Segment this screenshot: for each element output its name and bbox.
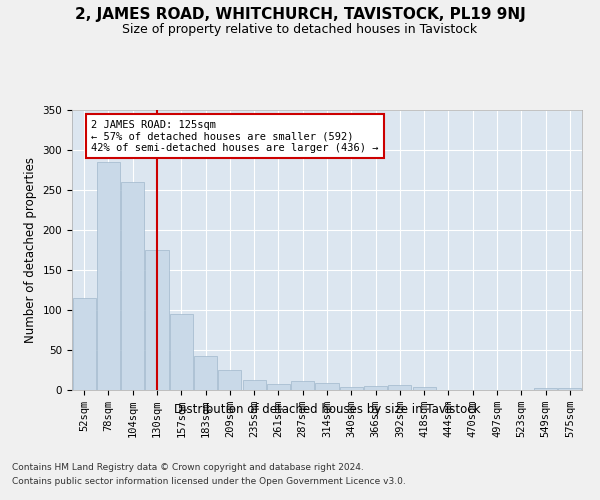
- Bar: [218, 370, 241, 390]
- Bar: [73, 298, 95, 390]
- Bar: [364, 386, 387, 390]
- Text: Contains public sector information licensed under the Open Government Licence v3: Contains public sector information licen…: [12, 478, 406, 486]
- Bar: [340, 387, 363, 390]
- Bar: [534, 388, 557, 390]
- Bar: [291, 381, 314, 390]
- Bar: [413, 387, 436, 390]
- Y-axis label: Number of detached properties: Number of detached properties: [24, 157, 37, 343]
- Text: Contains HM Land Registry data © Crown copyright and database right 2024.: Contains HM Land Registry data © Crown c…: [12, 462, 364, 471]
- Bar: [97, 162, 120, 390]
- Bar: [267, 384, 290, 390]
- Bar: [388, 385, 412, 390]
- Text: Size of property relative to detached houses in Tavistock: Size of property relative to detached ho…: [122, 22, 478, 36]
- Bar: [121, 182, 144, 390]
- Bar: [316, 383, 338, 390]
- Text: Distribution of detached houses by size in Tavistock: Distribution of detached houses by size …: [174, 402, 480, 415]
- Bar: [145, 250, 169, 390]
- Bar: [194, 356, 217, 390]
- Text: 2 JAMES ROAD: 125sqm
← 57% of detached houses are smaller (592)
42% of semi-deta: 2 JAMES ROAD: 125sqm ← 57% of detached h…: [91, 120, 379, 153]
- Bar: [170, 314, 193, 390]
- Text: 2, JAMES ROAD, WHITCHURCH, TAVISTOCK, PL19 9NJ: 2, JAMES ROAD, WHITCHURCH, TAVISTOCK, PL…: [74, 8, 526, 22]
- Bar: [559, 388, 581, 390]
- Bar: [242, 380, 266, 390]
